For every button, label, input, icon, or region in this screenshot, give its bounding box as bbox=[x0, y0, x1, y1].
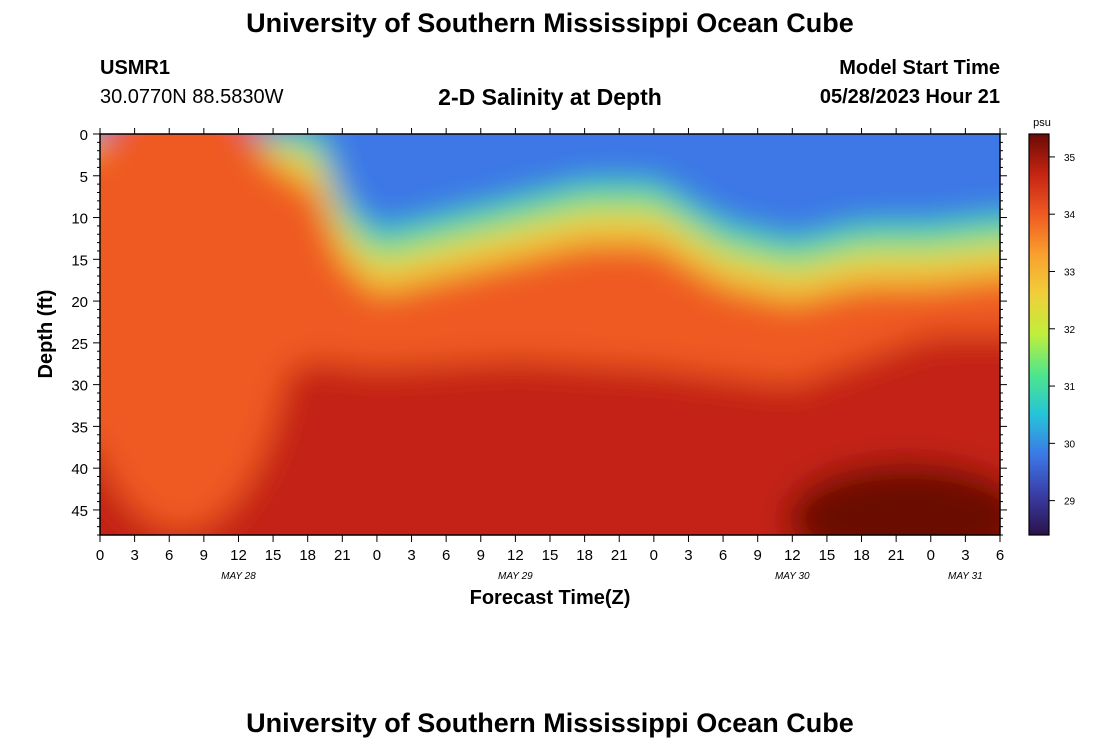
station-id: USMR1 bbox=[100, 57, 171, 79]
x-tick-label: 3 bbox=[407, 547, 415, 564]
x-tick-label: 18 bbox=[853, 547, 870, 564]
colorbar-tick-label: 31 bbox=[1064, 382, 1076, 393]
model-start-label: Model Start Time bbox=[839, 57, 1000, 79]
y-tick-label: 30 bbox=[71, 378, 88, 395]
date-label: MAY 29 bbox=[498, 571, 533, 582]
x-tick-label: 15 bbox=[542, 547, 559, 564]
colorbar-unit: psu bbox=[1033, 117, 1051, 129]
plot-title: 2-D Salinity at Depth bbox=[438, 84, 662, 110]
y-tick-label: 20 bbox=[71, 294, 88, 311]
x-tick-label: 18 bbox=[576, 547, 593, 564]
mixed-water-plume bbox=[100, 134, 291, 532]
model-start-time: 05/28/2023 Hour 21 bbox=[819, 86, 1000, 108]
colorbar-tick-label: 30 bbox=[1064, 439, 1076, 450]
x-tick-label: 9 bbox=[477, 547, 485, 564]
y-tick-label: 5 bbox=[80, 169, 88, 186]
x-tick-label: 6 bbox=[719, 547, 727, 564]
x-tick-label: 0 bbox=[650, 547, 658, 564]
y-tick-label: 25 bbox=[71, 336, 88, 353]
footer-title: University of Southern Mississippi Ocean… bbox=[246, 708, 854, 738]
y-axis-label: Depth (ft) bbox=[35, 290, 57, 379]
x-tick-label: 0 bbox=[373, 547, 381, 564]
salinity-heatmap bbox=[100, 134, 1000, 535]
heatmap-blur-layer bbox=[100, 134, 1000, 535]
salinity-chart: 0 3 6 9 12 15 18 21 0 3 6 9 12 15 18 21 0 3 6 9 12 15 18 21 0 3 6 M… bbox=[35, 117, 1076, 609]
x-tick-label: 6 bbox=[165, 547, 173, 564]
station-coords: 30.0770N 88.5830W bbox=[100, 86, 284, 108]
colorbar-tick-label: 29 bbox=[1064, 497, 1076, 508]
fresh-surface-layer bbox=[100, 134, 1000, 243]
x-tick-label: 3 bbox=[130, 547, 138, 564]
x-tick-label: 12 bbox=[507, 547, 524, 564]
colorbar-tick-label: 33 bbox=[1064, 267, 1076, 278]
x-tick-label: 21 bbox=[888, 547, 905, 564]
colorbar-tick-label: 32 bbox=[1064, 325, 1076, 336]
x-axis-label: Forecast Time(Z) bbox=[470, 587, 631, 609]
y-tick-label: 45 bbox=[71, 503, 88, 520]
y-tick-label: 10 bbox=[71, 211, 88, 228]
x-tick-label: 6 bbox=[442, 547, 450, 564]
x-tick-label: 9 bbox=[754, 547, 762, 564]
x-tick-label: 21 bbox=[611, 547, 628, 564]
date-label: MAY 30 bbox=[775, 571, 810, 582]
y-tick-label: 15 bbox=[71, 252, 88, 269]
x-tick-label: 15 bbox=[265, 547, 282, 564]
x-tick-label: 15 bbox=[819, 547, 836, 564]
x-tick-label: 6 bbox=[996, 547, 1004, 564]
date-label: MAY 31 bbox=[948, 571, 983, 582]
y-tick-label: 40 bbox=[71, 461, 88, 478]
colorbar: psu 29 30 31 32 33 34 35 bbox=[1028, 117, 1076, 536]
x-tick-label: 3 bbox=[684, 547, 692, 564]
x-tick-label: 12 bbox=[230, 547, 247, 564]
x-tick-label: 12 bbox=[784, 547, 801, 564]
x-tick-label: 9 bbox=[200, 547, 208, 564]
page-title: University of Southern Mississippi Ocean… bbox=[246, 8, 854, 38]
colorbar-tick-label: 34 bbox=[1064, 210, 1076, 221]
y-tick-label: 0 bbox=[80, 127, 88, 144]
x-tick-label: 21 bbox=[334, 547, 351, 564]
x-tick-label: 0 bbox=[927, 547, 935, 564]
colorbar-tick-label: 35 bbox=[1064, 153, 1076, 164]
date-label: MAY 28 bbox=[221, 571, 256, 582]
high-salinity-pocket bbox=[787, 463, 1000, 535]
x-tick-label: 3 bbox=[961, 547, 969, 564]
y-tick-label: 35 bbox=[71, 419, 88, 436]
colorbar-ramp bbox=[1028, 133, 1050, 536]
x-tick-label: 0 bbox=[96, 547, 104, 564]
x-tick-label: 18 bbox=[299, 547, 316, 564]
